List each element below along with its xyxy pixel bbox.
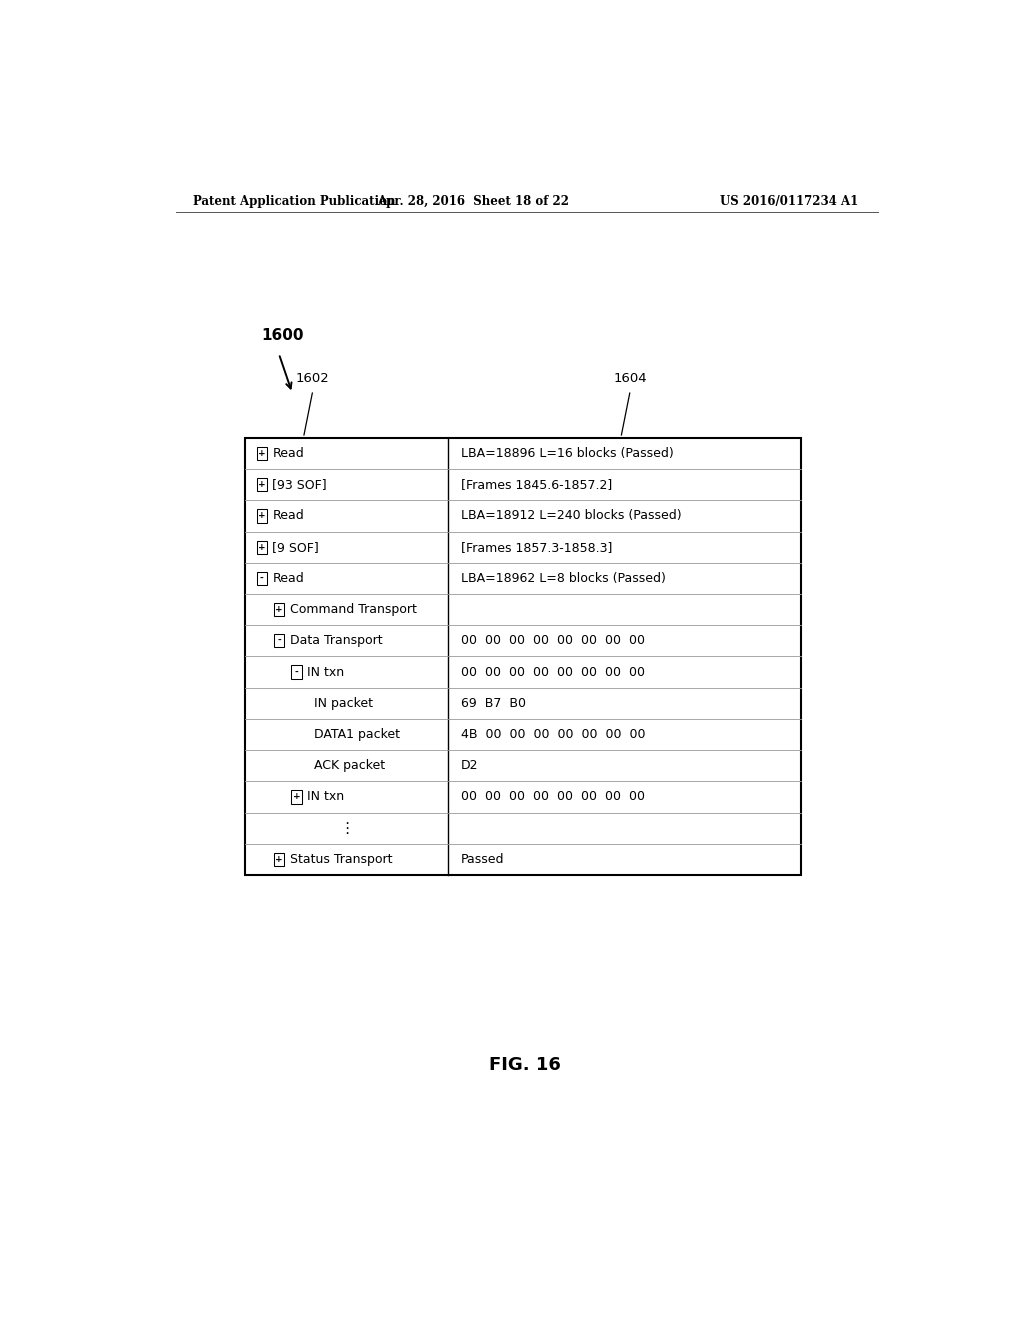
Bar bbox=[274, 634, 285, 647]
Text: Passed: Passed bbox=[461, 853, 505, 866]
Text: -: - bbox=[260, 574, 263, 583]
Text: IN txn: IN txn bbox=[307, 665, 344, 678]
Text: Apr. 28, 2016  Sheet 18 of 22: Apr. 28, 2016 Sheet 18 of 22 bbox=[377, 194, 569, 207]
Text: Command Transport: Command Transport bbox=[290, 603, 417, 616]
Text: LBA=18962 L=8 blocks (Passed): LBA=18962 L=8 blocks (Passed) bbox=[461, 572, 666, 585]
Bar bbox=[274, 603, 285, 616]
Text: Status Transport: Status Transport bbox=[290, 853, 392, 866]
Text: ⋮: ⋮ bbox=[339, 821, 354, 836]
Text: 00  00  00  00  00  00  00  00: 00 00 00 00 00 00 00 00 bbox=[461, 635, 645, 647]
Text: +: + bbox=[258, 543, 265, 552]
Text: 1602: 1602 bbox=[296, 372, 330, 385]
Text: [Frames 1857.3-1858.3]: [Frames 1857.3-1858.3] bbox=[461, 541, 612, 553]
Bar bbox=[257, 572, 267, 585]
Text: +: + bbox=[275, 855, 283, 863]
Text: +: + bbox=[258, 449, 265, 458]
Bar bbox=[257, 447, 267, 461]
Text: Read: Read bbox=[272, 572, 304, 585]
Text: +: + bbox=[258, 480, 265, 490]
Text: Read: Read bbox=[272, 447, 304, 459]
Text: ACK packet: ACK packet bbox=[313, 759, 385, 772]
Text: LBA=18912 L=240 blocks (Passed): LBA=18912 L=240 blocks (Passed) bbox=[461, 510, 682, 523]
Text: [93 SOF]: [93 SOF] bbox=[272, 478, 327, 491]
Bar bbox=[292, 791, 302, 804]
Text: -: - bbox=[278, 636, 281, 645]
Text: 1604: 1604 bbox=[613, 372, 647, 385]
Text: FIG. 16: FIG. 16 bbox=[488, 1056, 561, 1074]
Text: Patent Application Publication: Patent Application Publication bbox=[194, 194, 395, 207]
Text: -: - bbox=[295, 668, 299, 677]
Text: +: + bbox=[258, 511, 265, 520]
Text: US 2016/0117234 A1: US 2016/0117234 A1 bbox=[720, 194, 858, 207]
Text: 00  00  00  00  00  00  00  00: 00 00 00 00 00 00 00 00 bbox=[461, 665, 645, 678]
Text: Data Transport: Data Transport bbox=[290, 635, 383, 647]
Bar bbox=[257, 478, 267, 491]
Bar bbox=[246, 438, 801, 875]
Bar bbox=[257, 510, 267, 523]
Text: 69  B7  B0: 69 B7 B0 bbox=[461, 697, 526, 710]
Text: 00  00  00  00  00  00  00  00: 00 00 00 00 00 00 00 00 bbox=[461, 791, 645, 804]
Text: [9 SOF]: [9 SOF] bbox=[272, 541, 319, 553]
Text: IN packet: IN packet bbox=[313, 697, 373, 710]
Text: 1600: 1600 bbox=[261, 329, 304, 343]
Bar bbox=[274, 853, 285, 866]
Text: IN txn: IN txn bbox=[307, 791, 344, 804]
Text: DATA1 packet: DATA1 packet bbox=[313, 729, 399, 741]
Text: +: + bbox=[293, 792, 300, 801]
Text: [Frames 1845.6-1857.2]: [Frames 1845.6-1857.2] bbox=[461, 478, 612, 491]
Bar bbox=[292, 665, 302, 678]
Text: +: + bbox=[275, 605, 283, 614]
Text: LBA=18896 L=16 blocks (Passed): LBA=18896 L=16 blocks (Passed) bbox=[461, 447, 674, 459]
Text: Read: Read bbox=[272, 510, 304, 523]
Text: D2: D2 bbox=[461, 759, 478, 772]
Text: 4B  00  00  00  00  00  00  00: 4B 00 00 00 00 00 00 00 bbox=[461, 729, 645, 741]
Bar bbox=[257, 541, 267, 554]
